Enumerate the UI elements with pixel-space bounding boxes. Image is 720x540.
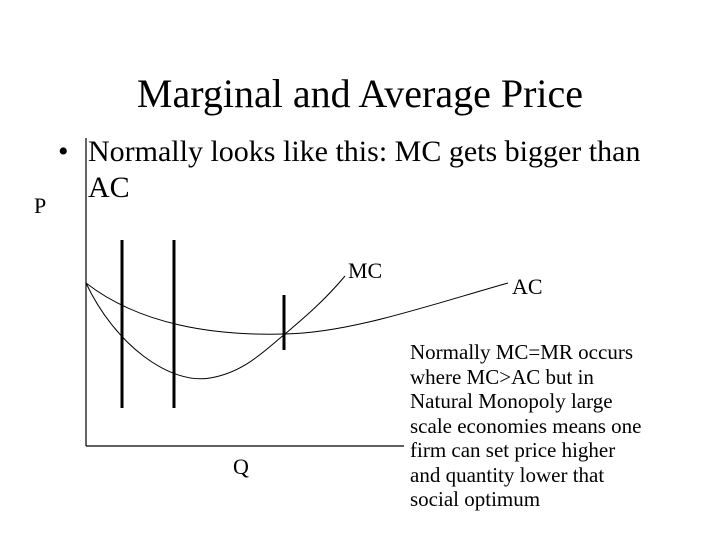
note-line: social optimum	[410, 487, 541, 511]
note-line: Natural Monopoly large	[410, 389, 613, 413]
mc-curve	[85, 275, 346, 380]
note-line: Normally MC=MR occurs	[410, 340, 633, 364]
y-axis-label: P	[34, 193, 46, 218]
note-line: firm can set price higher	[410, 438, 616, 462]
note-line: where MC>AC but in	[410, 364, 594, 389]
ac-curve	[85, 282, 509, 335]
slide-title: Marginal and Average Price	[136, 71, 584, 116]
note-line: scale economies means one	[410, 413, 642, 438]
ac-curve-label: AC	[512, 274, 543, 299]
bullet-text: Normally looks like this: MC gets bigger…	[88, 135, 641, 204]
x-axis-label: Q	[233, 454, 249, 479]
mc-curve-label: MC	[348, 258, 382, 283]
explanation-note: Normally MC=MR occurs where MC>AC but in…	[410, 340, 700, 512]
note-line: and quantity lower that	[410, 462, 605, 487]
bullet-marker: •	[58, 135, 69, 168]
